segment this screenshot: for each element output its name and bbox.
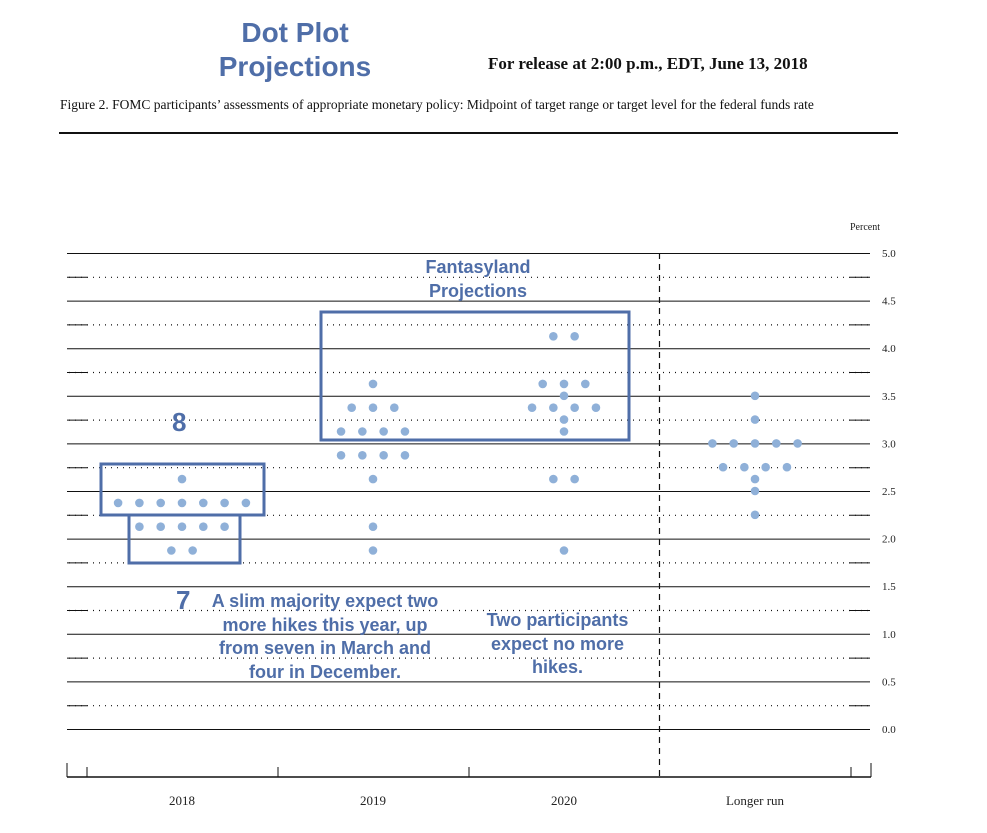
y-tick-label: 0.5 xyxy=(882,676,896,688)
dot xyxy=(559,391,569,401)
y-tick-label: 5.0 xyxy=(882,248,896,260)
dot xyxy=(368,403,378,413)
dot xyxy=(750,486,760,496)
y-tick-label: 2.0 xyxy=(882,534,896,546)
dot xyxy=(750,474,760,484)
x-tick-label: 2020 xyxy=(551,793,577,808)
dot xyxy=(591,403,601,413)
majority-note: A slim majority expect two more hikes th… xyxy=(211,591,439,682)
title-line: Dot Plot xyxy=(241,17,349,48)
y-tick-label: 4.0 xyxy=(882,343,896,355)
dot xyxy=(782,462,792,472)
dot xyxy=(559,546,569,555)
dot xyxy=(177,498,187,508)
dot xyxy=(177,474,187,484)
figure-caption: Figure 2. FOMC participants’ assessments… xyxy=(60,97,814,112)
annotation-box xyxy=(319,310,631,442)
dot xyxy=(750,439,760,448)
y-tick-label: 1.5 xyxy=(882,581,896,593)
dot xyxy=(199,522,208,531)
dot xyxy=(156,498,165,508)
dot xyxy=(559,379,569,389)
y-tick-label: 3.5 xyxy=(882,391,896,403)
dot xyxy=(740,462,749,472)
dot xyxy=(750,391,760,401)
annotation-box xyxy=(99,462,266,517)
y-tick-label: 0.0 xyxy=(882,724,896,736)
dot xyxy=(750,510,760,520)
page-title: Dot Plot Projections xyxy=(190,16,400,84)
dot xyxy=(220,498,229,508)
dot xyxy=(241,498,251,508)
release-note: For release at 2:00 p.m., EDT, June 13, … xyxy=(488,54,808,73)
dot xyxy=(358,451,367,460)
dot xyxy=(347,403,357,413)
dot xyxy=(400,427,410,436)
dot xyxy=(390,403,399,413)
dot xyxy=(188,546,197,555)
y-tick-label: 1.0 xyxy=(882,629,896,641)
dot xyxy=(368,474,378,484)
x-tick-label: Longer run xyxy=(726,793,785,808)
y-tick-label: 3.0 xyxy=(882,438,896,450)
dot xyxy=(581,379,590,389)
dot xyxy=(167,546,176,555)
dot xyxy=(549,474,558,484)
dot xyxy=(570,403,579,413)
dot xyxy=(538,379,547,389)
x-tick-label: 2019 xyxy=(360,793,386,808)
dot xyxy=(729,439,738,448)
annotation-box xyxy=(127,513,242,565)
y-axis-label: Percent xyxy=(850,222,880,233)
dot xyxy=(379,451,388,460)
dot xyxy=(708,439,717,448)
dot xyxy=(761,462,770,472)
dot xyxy=(113,498,123,508)
dot xyxy=(220,522,229,531)
dot xyxy=(368,522,378,531)
dot xyxy=(772,439,781,448)
y-tick-label: 2.5 xyxy=(882,486,896,498)
dot xyxy=(718,462,728,472)
dot xyxy=(400,451,410,460)
dot xyxy=(549,403,558,413)
dot xyxy=(750,415,760,424)
dot xyxy=(199,498,208,508)
no-hikes-note: Two participants expect no more hikes. xyxy=(486,610,629,677)
dot xyxy=(358,427,367,436)
dot xyxy=(549,332,558,341)
dot xyxy=(368,546,378,555)
dot xyxy=(570,332,579,341)
dot xyxy=(336,451,346,460)
dot xyxy=(379,427,388,436)
dot xyxy=(527,403,537,413)
dot xyxy=(793,439,802,448)
dot xyxy=(559,415,569,424)
dot xyxy=(156,522,165,531)
dot xyxy=(570,474,579,484)
dot xyxy=(336,427,346,436)
dot xyxy=(135,498,144,508)
divider xyxy=(59,132,898,134)
y-tick-label: 4.5 xyxy=(882,296,896,308)
dot xyxy=(177,522,187,531)
dot xyxy=(559,427,569,436)
dot xyxy=(135,522,144,531)
count-seven: 7 xyxy=(176,585,191,615)
title-line: Projections xyxy=(218,51,372,82)
dot xyxy=(368,379,378,389)
x-tick-label: 2018 xyxy=(169,793,195,808)
fantasyland-label: Fantasyland Projections xyxy=(425,257,531,301)
count-eight: 8 xyxy=(172,407,187,437)
